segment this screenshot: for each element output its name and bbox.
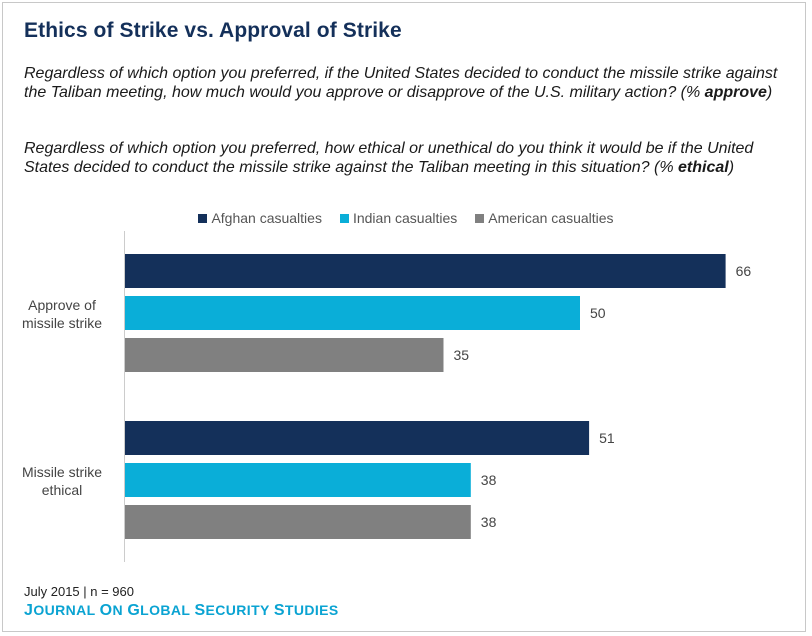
chart-footer: July 2015 | n = 960	[24, 584, 134, 599]
chart-title: Ethics of Strike vs. Approval of Strike	[24, 19, 402, 42]
legend-swatch-afghan	[198, 213, 208, 223]
data-label: 66	[736, 263, 752, 279]
data-label: 38	[481, 472, 497, 488]
legend-label-indian: Indian casualties	[352, 210, 458, 226]
data-label: 51	[599, 430, 615, 446]
legend-item-american: American casualties	[475, 210, 614, 226]
question-approve: Regardless of which option you preferred…	[24, 64, 794, 102]
category-label: Missile strike ethical	[22, 464, 102, 498]
bar	[125, 254, 726, 288]
question-approve-emphasis: approve	[704, 84, 767, 101]
question-ethical-text: Regardless of which option you preferred…	[24, 140, 754, 176]
bar	[125, 505, 471, 539]
question-ethical-emphasis: ethical	[678, 159, 729, 176]
legend-label-afghan: Afghan casualties	[211, 210, 322, 226]
bar	[125, 421, 590, 455]
brand-logo-text: JOURNAL ON GLOBAL SECURITY STUDIES	[24, 602, 339, 620]
chart-legend: Afghan casualties Indian casualties Amer…	[0, 210, 812, 226]
legend-swatch-american	[475, 213, 485, 223]
legend-label-american: American casualties	[488, 210, 614, 226]
legend-item-afghan: Afghan casualties	[198, 210, 322, 226]
bar	[125, 338, 444, 372]
question-ethical-suffix: )	[728, 159, 735, 176]
bar	[125, 296, 580, 330]
legend-item-indian: Indian casualties	[339, 210, 458, 226]
bar	[125, 463, 471, 497]
data-label: 38	[481, 514, 497, 530]
question-ethical: Regardless of which option you preferred…	[24, 139, 794, 177]
brand-text: JOURNAL ON GLOBAL SECURITY STUDIES	[24, 602, 339, 619]
question-approve-text: Regardless of which option you preferred…	[24, 65, 778, 101]
category-label: Approve of missile strike	[22, 297, 102, 331]
legend-swatch-indian	[339, 213, 349, 223]
data-label: 35	[454, 347, 470, 363]
question-approve-suffix: )	[766, 84, 773, 101]
data-label: 50	[590, 305, 606, 321]
